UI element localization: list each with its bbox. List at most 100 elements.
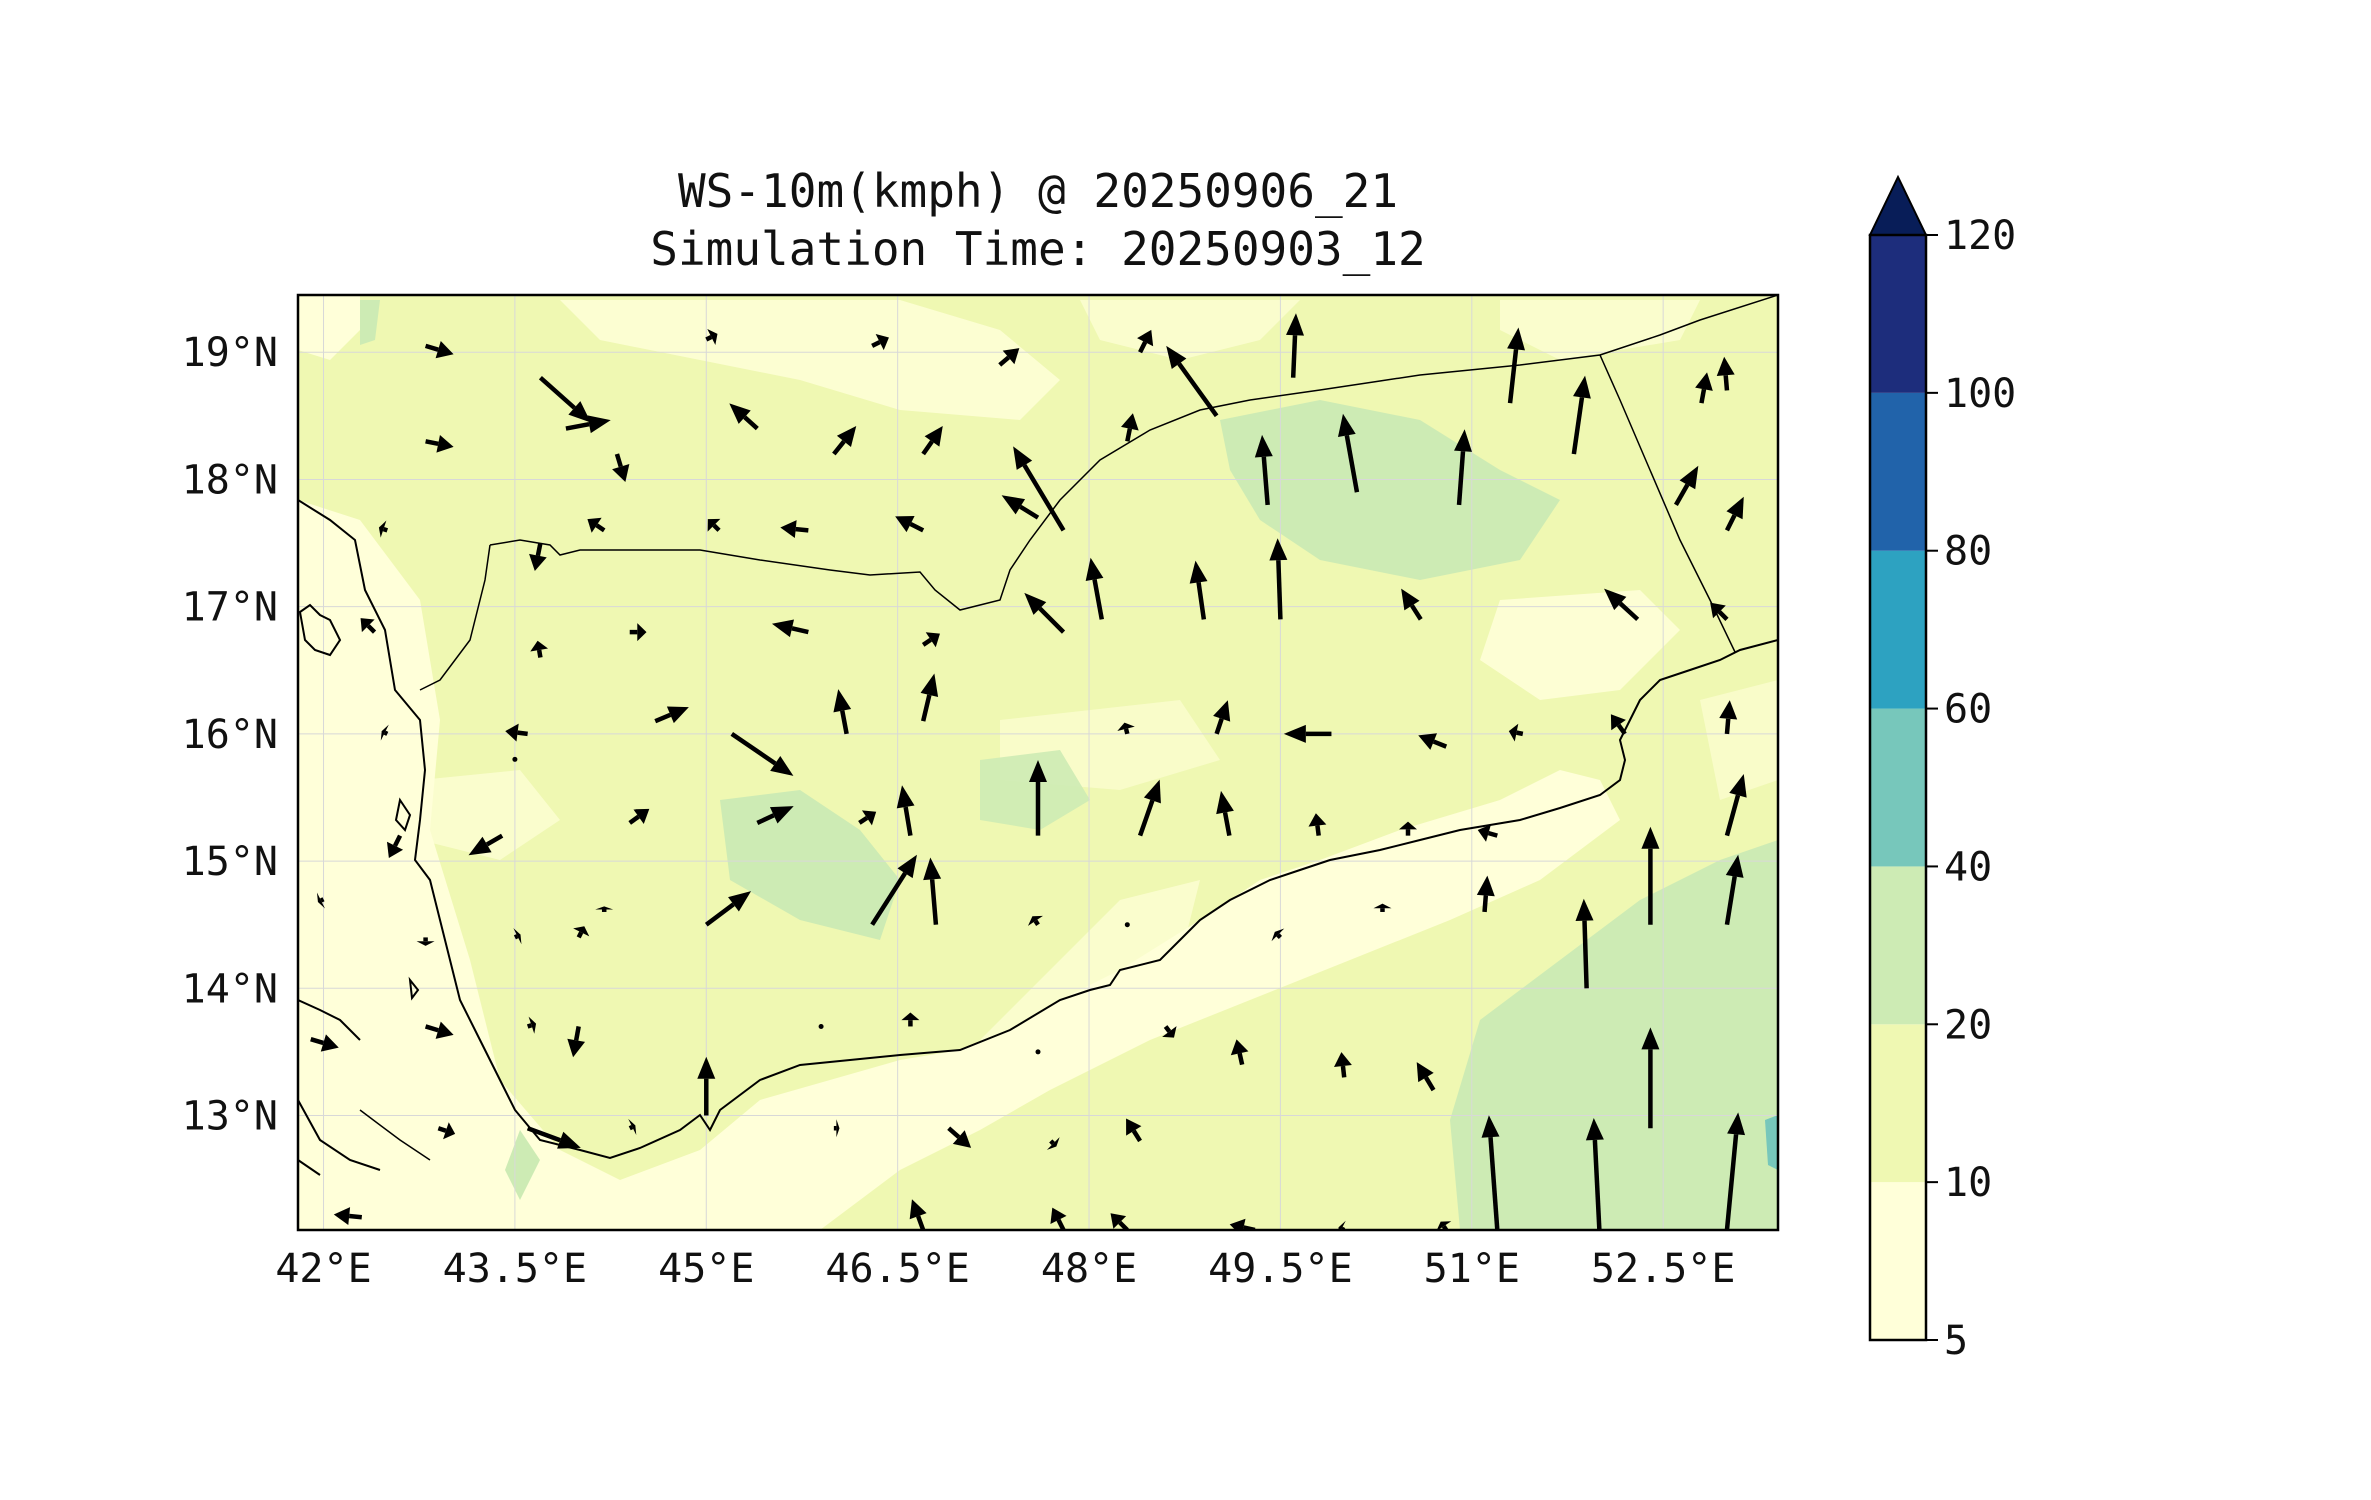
wind-arrow: [567, 1026, 586, 1058]
wind-arrow: [705, 328, 718, 346]
wind-arrow: [1507, 327, 1525, 404]
wind-arrow: [628, 1118, 637, 1136]
wind-arrow: [1308, 813, 1327, 836]
colorbar-segment: [1870, 1024, 1926, 1183]
wind-arrow: [896, 785, 915, 837]
wind-arrow: [654, 706, 689, 724]
wind-arrow: [1126, 1118, 1142, 1143]
lat-tick-label: 18°N: [182, 457, 278, 503]
wind-arrow: [1213, 700, 1231, 735]
wind-arrow: [947, 1126, 972, 1148]
wind-arrow: [1254, 434, 1273, 506]
wind-arrow: [1575, 898, 1594, 989]
wind-arrow: [818, 1023, 824, 1029]
wind-arrow: [1401, 588, 1423, 621]
wind-arrow: [771, 619, 809, 638]
wind-arrow: [1162, 1025, 1177, 1038]
wind-arrow: [921, 632, 940, 648]
wind-arrow: [1085, 557, 1105, 620]
colorbar-tick-label: 80: [1944, 529, 1992, 575]
wind-arrow: [538, 376, 591, 423]
wind-arrow: [1269, 538, 1288, 620]
wind-arrow: [378, 520, 389, 538]
wind-arrow: [1283, 724, 1332, 743]
wind-arrow: [1137, 329, 1154, 354]
wind-arrow: [573, 926, 590, 939]
wind-arrow: [1013, 446, 1066, 532]
wind-arrow: [1334, 1052, 1352, 1078]
wind-arrow: [530, 640, 549, 658]
wind-arrow: [1695, 372, 1713, 404]
wind-arrow: [707, 518, 721, 532]
wind-arrow: [424, 341, 454, 359]
lat-tick-label: 19°N: [182, 330, 278, 376]
lon-tick-label: 43.5°E: [443, 1246, 588, 1292]
wind-arrow: [565, 415, 611, 434]
wind-arrow: [1399, 821, 1417, 836]
wind-arrow: [360, 618, 377, 634]
wind-arrow: [901, 1012, 920, 1027]
wind-arrow: [833, 689, 852, 735]
wind-arrow: [380, 724, 389, 741]
wind-arrow: [1050, 1207, 1067, 1230]
wind-arrow: [870, 854, 917, 926]
gridlines: [298, 295, 1778, 1230]
wind-arrow: [612, 453, 630, 483]
wind-arrow: [1476, 875, 1495, 913]
wind-arrow: [1710, 602, 1729, 621]
wind-arrow: [1716, 356, 1735, 391]
wind-arrow: [697, 1056, 716, 1116]
wind-arrow: [1189, 560, 1208, 620]
wind-arrow: [1337, 413, 1360, 493]
wind-arrow: [1604, 588, 1640, 622]
map-title-line1: WS-10m(kmph) @ 20250906_21: [677, 164, 1399, 218]
wind-arrow: [833, 1119, 840, 1138]
lon-tick-label: 52.5°E: [1591, 1246, 1736, 1292]
wind-arrow: [871, 334, 889, 351]
wind-arrow: [1724, 854, 1744, 926]
wind-arrow: [704, 891, 752, 927]
wind-arrow: [1035, 1049, 1041, 1055]
wind-vectors: [310, 313, 1747, 1230]
wind-arrow: [1121, 413, 1139, 442]
wind-arrow: [1216, 790, 1234, 837]
lat-tick-label: 13°N: [182, 1094, 278, 1140]
lon-tick-label: 46.5°E: [825, 1246, 970, 1292]
colorbar-tick-label: 10: [1944, 1160, 1992, 1206]
wind-arrow: [1724, 496, 1744, 532]
map-frame: [296, 293, 1780, 1232]
wind-arrow: [1641, 826, 1660, 925]
wind-arrow: [1166, 345, 1219, 418]
wind-arrow: [780, 520, 809, 539]
wind-arrow: [832, 426, 857, 456]
colorbar-tick-label: 20: [1944, 1002, 1992, 1048]
wind-arrow: [1610, 714, 1627, 736]
wind-arrow: [756, 806, 794, 825]
wind-arrow: [1271, 928, 1285, 942]
colorbar: 5 10 20 40 60 80 100 120: [1868, 174, 2016, 1364]
map-area: [298, 295, 1778, 1230]
wind-arrow: [1481, 1115, 1500, 1230]
wind-arrow: [468, 833, 504, 856]
wind-arrow: [730, 732, 794, 776]
lon-tick-label: 42°E: [275, 1246, 371, 1292]
colorbar-segment: [1870, 708, 1926, 867]
low-speed-zones: [298, 295, 1778, 1230]
wind-arrow: [1024, 592, 1066, 634]
wind-arrow: [1137, 779, 1161, 837]
wind-arrow: [1027, 915, 1043, 926]
wind-arrow: [505, 723, 528, 742]
wind-arrow: [1454, 429, 1472, 506]
lat-tick-label: 14°N: [182, 966, 278, 1012]
wind-arrow: [1286, 313, 1305, 378]
wind-arrow: [1719, 700, 1738, 735]
colorbar-tick-label: 60: [1944, 687, 1992, 733]
wind-arrow: [526, 1016, 537, 1034]
lon-tick-label: 51°E: [1424, 1246, 1520, 1292]
wind-arrow: [1029, 760, 1047, 836]
wind-arrow: [1673, 465, 1699, 507]
colorbar-tick-label: 100: [1944, 371, 2016, 417]
wind-arrow: [512, 756, 518, 762]
lat-tick-label: 17°N: [182, 585, 278, 631]
